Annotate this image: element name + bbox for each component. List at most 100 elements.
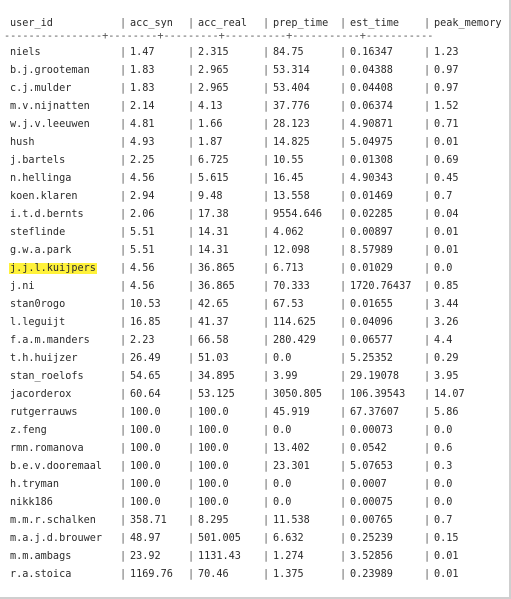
cell-acc-real: 14.31 bbox=[198, 245, 229, 256]
cell-user-id: hush bbox=[10, 137, 35, 148]
column-divider: | bbox=[263, 47, 270, 58]
cell-est-time: 0.04408 bbox=[350, 83, 393, 94]
column-divider: | bbox=[188, 227, 195, 238]
column-divider: | bbox=[424, 209, 431, 220]
column-divider: | bbox=[188, 18, 195, 29]
column-divider: | bbox=[424, 371, 431, 382]
cell-acc-real: 4.13 bbox=[198, 101, 223, 112]
cell-peak-memory: 3.26 bbox=[434, 317, 459, 328]
cell-est-time: 0.06577 bbox=[350, 335, 393, 346]
cell-est-time: 0.0007 bbox=[350, 479, 387, 490]
column-divider: | bbox=[424, 83, 431, 94]
cell-prep-time: 53.314 bbox=[273, 65, 310, 76]
column-divider: | bbox=[188, 515, 195, 526]
column-divider: | bbox=[263, 515, 270, 526]
column-divider: | bbox=[188, 263, 195, 274]
header-acc-syn: acc_syn bbox=[130, 18, 173, 29]
cell-peak-memory: 0.97 bbox=[434, 83, 459, 94]
cell-prep-time: 16.45 bbox=[273, 173, 304, 184]
column-divider: | bbox=[120, 47, 127, 58]
column-divider: | bbox=[120, 155, 127, 166]
column-divider: | bbox=[188, 83, 195, 94]
cell-user-id: stan0rogo bbox=[10, 299, 66, 310]
column-divider: | bbox=[340, 173, 347, 184]
cell-prep-time: 4.062 bbox=[273, 227, 304, 238]
column-divider: | bbox=[424, 191, 431, 202]
column-divider: | bbox=[340, 353, 347, 364]
cell-est-time: 0.16347 bbox=[350, 47, 393, 58]
column-divider: | bbox=[120, 551, 127, 562]
cell-est-time: 0.00075 bbox=[350, 497, 393, 508]
column-divider: | bbox=[263, 335, 270, 346]
column-divider: | bbox=[263, 317, 270, 328]
cell-prep-time: 13.402 bbox=[273, 443, 310, 454]
cell-prep-time: 3050.805 bbox=[273, 389, 323, 400]
cell-user-id: stan_roelofs bbox=[10, 371, 84, 382]
column-divider: | bbox=[424, 47, 431, 58]
column-divider: | bbox=[340, 263, 347, 274]
column-divider: | bbox=[263, 137, 270, 148]
cell-acc-syn: 100.0 bbox=[130, 425, 161, 436]
column-divider: | bbox=[188, 47, 195, 58]
cell-peak-memory: 0.01 bbox=[434, 551, 459, 562]
cell-est-time: 3.52856 bbox=[350, 551, 393, 562]
cell-acc-syn: 100.0 bbox=[130, 443, 161, 454]
cell-peak-memory: 0.29 bbox=[434, 353, 459, 364]
cell-prep-time: 114.625 bbox=[273, 317, 316, 328]
cell-acc-syn: 54.65 bbox=[130, 371, 161, 382]
column-divider: | bbox=[120, 173, 127, 184]
cell-prep-time: 6.632 bbox=[273, 533, 304, 544]
cell-peak-memory: 0.69 bbox=[434, 155, 459, 166]
column-divider: | bbox=[424, 173, 431, 184]
cell-acc-real: 42.65 bbox=[198, 299, 229, 310]
column-divider: | bbox=[188, 281, 195, 292]
column-divider: | bbox=[263, 533, 270, 544]
cell-acc-real: 53.125 bbox=[198, 389, 235, 400]
cell-peak-memory: 0.0 bbox=[434, 425, 453, 436]
column-divider: | bbox=[263, 119, 270, 130]
column-divider: | bbox=[120, 299, 127, 310]
cell-prep-time: 3.99 bbox=[273, 371, 298, 382]
column-divider: | bbox=[188, 173, 195, 184]
horizontal-scrollbar[interactable] bbox=[0, 597, 511, 599]
cell-acc-syn: 2.94 bbox=[130, 191, 155, 202]
column-divider: | bbox=[188, 245, 195, 256]
cell-acc-syn: 5.51 bbox=[130, 227, 155, 238]
column-divider: | bbox=[340, 461, 347, 472]
cell-est-time: 0.01308 bbox=[350, 155, 393, 166]
column-divider: | bbox=[340, 407, 347, 418]
cell-acc-real: 1.87 bbox=[198, 137, 223, 148]
cell-acc-syn: 4.56 bbox=[130, 263, 155, 274]
column-divider: | bbox=[263, 281, 270, 292]
column-divider: | bbox=[424, 497, 431, 508]
cell-acc-real: 9.48 bbox=[198, 191, 223, 202]
separator-line: ----------------+--------+---------+----… bbox=[4, 31, 434, 42]
column-divider: | bbox=[120, 317, 127, 328]
column-divider: | bbox=[120, 263, 127, 274]
column-divider: | bbox=[188, 335, 195, 346]
vertical-scrollbar[interactable] bbox=[509, 0, 511, 599]
column-divider: | bbox=[340, 191, 347, 202]
cell-peak-memory: 0.01 bbox=[434, 137, 459, 148]
cell-est-time: 0.04096 bbox=[350, 317, 393, 328]
column-divider: | bbox=[263, 191, 270, 202]
cell-peak-memory: 4.4 bbox=[434, 335, 453, 346]
cell-acc-real: 100.0 bbox=[198, 461, 229, 472]
column-divider: | bbox=[120, 335, 127, 346]
cell-acc-real: 8.295 bbox=[198, 515, 229, 526]
column-divider: | bbox=[120, 191, 127, 202]
header-prep-time: prep_time bbox=[273, 18, 329, 29]
column-divider: | bbox=[340, 533, 347, 544]
cell-acc-syn: 26.49 bbox=[130, 353, 161, 364]
column-divider: | bbox=[188, 551, 195, 562]
cell-prep-time: 6.713 bbox=[273, 263, 304, 274]
cell-acc-real: 100.0 bbox=[198, 407, 229, 418]
cell-acc-real: 34.895 bbox=[198, 371, 235, 382]
column-divider: | bbox=[263, 407, 270, 418]
cell-user-id: m.m.ambags bbox=[10, 551, 72, 562]
column-divider: | bbox=[263, 569, 270, 580]
cell-acc-syn: 5.51 bbox=[130, 245, 155, 256]
cell-est-time: 5.04975 bbox=[350, 137, 393, 148]
cell-acc-real: 41.37 bbox=[198, 317, 229, 328]
column-divider: | bbox=[424, 533, 431, 544]
